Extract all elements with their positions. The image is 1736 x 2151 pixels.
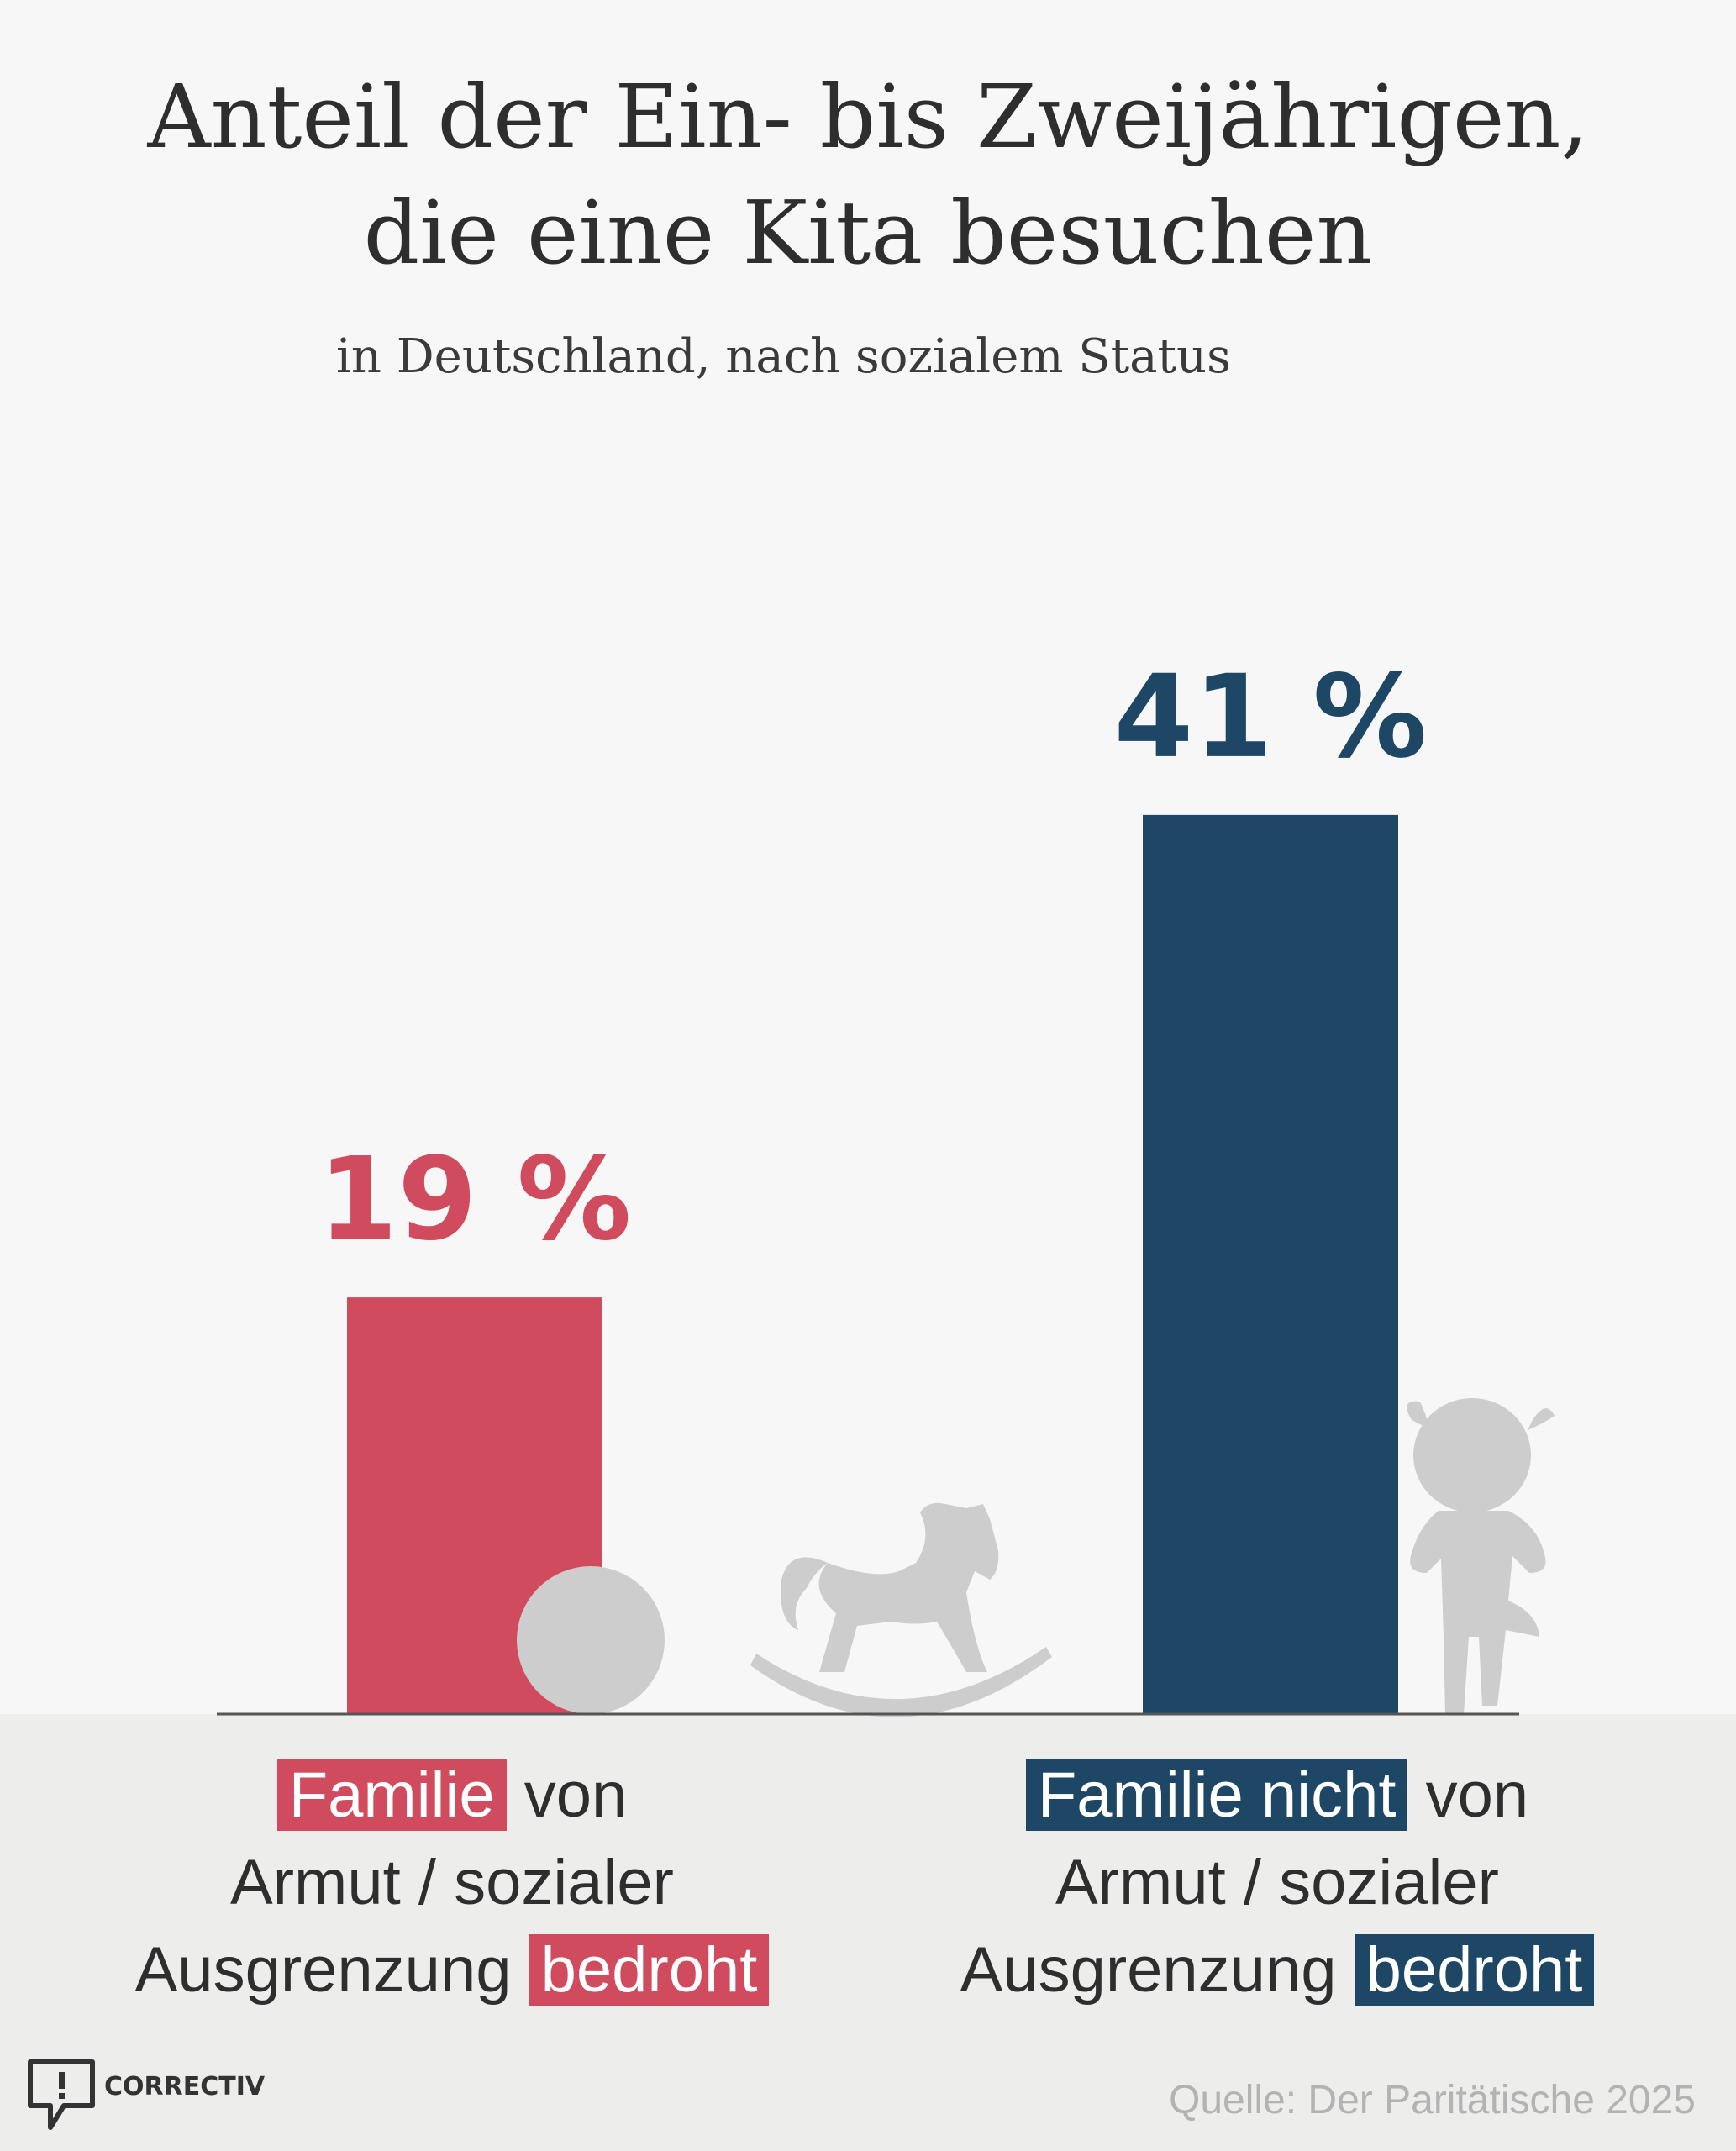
category-label-no-poverty: Familie nicht von Armut / sozialer Ausgr… [899, 1752, 1655, 2014]
bar-chart: 19 % 41 % [217, 651, 1555, 1717]
ball-icon [517, 1566, 665, 1714]
value-label-2: 41 % [1114, 651, 1428, 784]
label-text: Armut / sozialer [1055, 1847, 1499, 1918]
source-note: Quelle: Der Paritätische 2025 [1169, 2078, 1696, 2122]
correctiv-logo-icon [28, 2059, 95, 2130]
child-icon [1407, 1398, 1555, 1714]
value-label-1: 19 % [318, 1133, 632, 1266]
rocking-horse-icon [750, 1502, 1052, 1717]
highlight-familie: Familie [276, 1759, 507, 1831]
chart-subtitle: in Deutschland, nach sozialem Status [336, 329, 1231, 384]
logo-text: CORRECTIV [104, 2072, 266, 2101]
label-text: Armut / sozialer [230, 1847, 674, 1918]
bar-2 [1143, 814, 1398, 1714]
title-line-2: die eine Kita besuchen [363, 181, 1373, 284]
label-text: von [1407, 1759, 1529, 1831]
label-text: Ausgrenzung [134, 1934, 529, 2006]
chart-title: Anteil der Ein- bis Zweijährigen, die ei… [0, 59, 1736, 291]
label-text: Ausgrenzung [960, 1934, 1355, 2006]
highlight-bedroht: bedroht [1354, 1934, 1595, 2006]
label-text: von [506, 1759, 628, 1831]
highlight-familie-nicht: Familie nicht [1025, 1759, 1408, 1831]
category-label-poverty: Familie von Armut / sozialer Ausgrenzung… [74, 1752, 830, 2014]
highlight-bedroht: bedroht [529, 1934, 770, 2006]
title-line-1: Anteil der Ein- bis Zweijährigen, [147, 66, 1589, 168]
